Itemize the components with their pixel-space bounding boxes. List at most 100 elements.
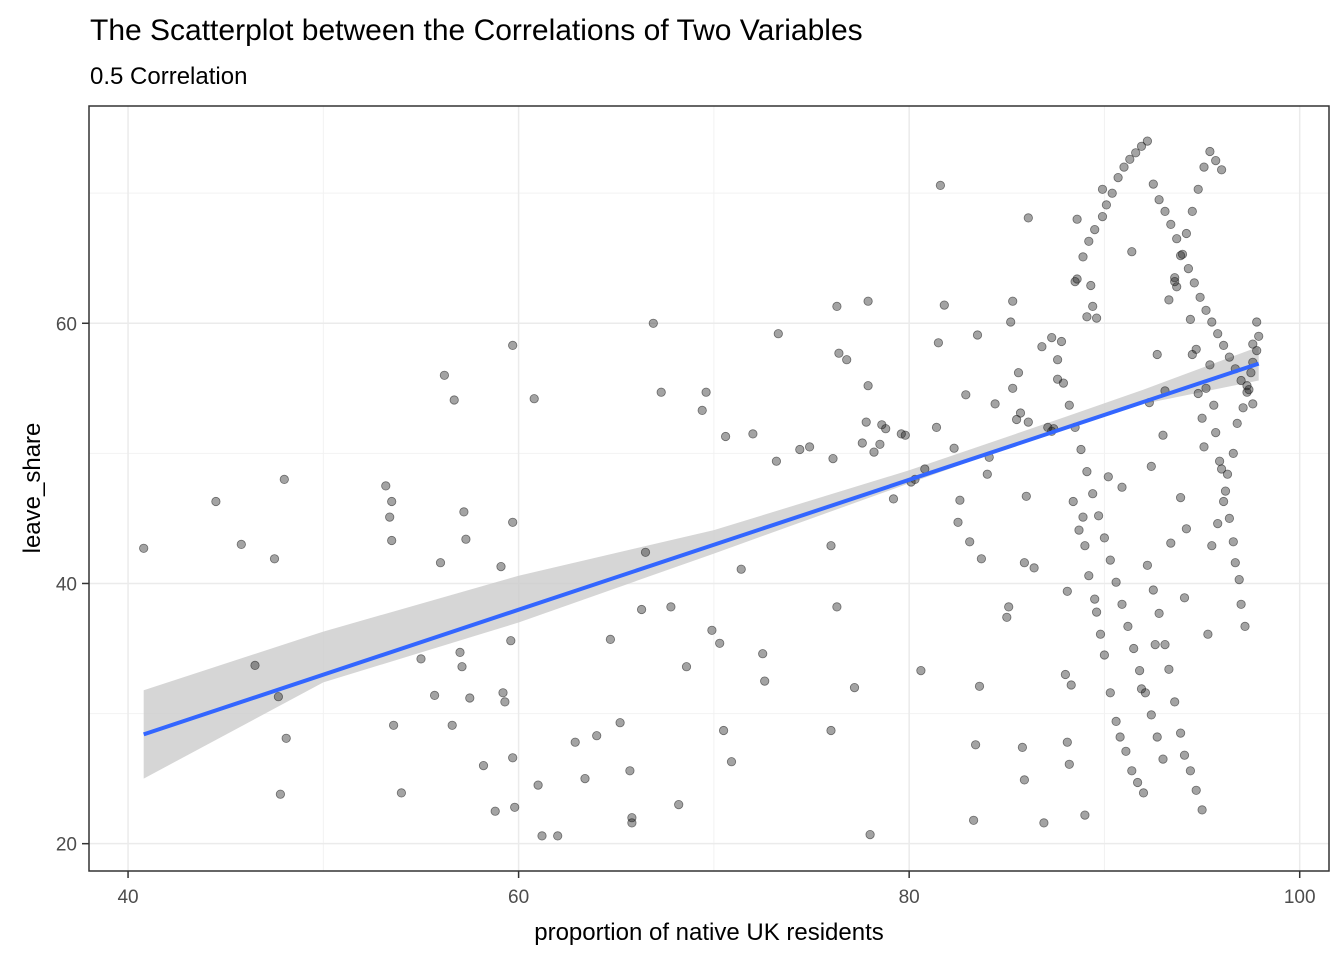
data-point bbox=[1158, 430, 1168, 440]
data-point bbox=[1115, 732, 1125, 742]
data-point bbox=[1117, 599, 1127, 609]
data-point bbox=[1172, 234, 1182, 244]
data-point bbox=[861, 417, 871, 427]
data-point bbox=[1166, 538, 1176, 548]
data-point bbox=[388, 720, 399, 730]
data-point bbox=[961, 390, 971, 400]
data-point bbox=[1072, 274, 1082, 284]
data-point bbox=[681, 662, 692, 672]
data-point bbox=[1191, 785, 1201, 795]
data-point bbox=[1092, 313, 1102, 323]
data-point bbox=[1197, 413, 1207, 423]
data-point bbox=[1062, 586, 1072, 596]
data-point bbox=[508, 753, 518, 763]
data-point bbox=[1232, 418, 1242, 428]
data-point bbox=[1215, 456, 1225, 466]
data-point bbox=[1160, 206, 1170, 216]
data-point bbox=[1185, 766, 1196, 776]
data-point bbox=[416, 654, 426, 664]
data-point bbox=[640, 547, 651, 557]
data-point bbox=[832, 602, 842, 612]
data-point bbox=[857, 438, 867, 448]
data-point bbox=[1228, 537, 1238, 547]
data-point bbox=[900, 430, 910, 440]
panel-border bbox=[88, 105, 1330, 872]
data-point bbox=[842, 355, 852, 365]
data-point bbox=[1164, 664, 1174, 674]
data-point bbox=[269, 554, 280, 564]
data-point bbox=[533, 780, 543, 790]
data-point bbox=[1072, 214, 1082, 224]
data-point bbox=[1008, 383, 1018, 393]
data-point bbox=[1172, 282, 1182, 292]
data-point bbox=[970, 740, 981, 750]
data-point bbox=[1185, 314, 1196, 324]
data-point bbox=[1064, 759, 1074, 769]
data-point bbox=[1142, 136, 1153, 146]
data-point bbox=[718, 725, 729, 736]
data-point bbox=[1242, 387, 1252, 397]
grid-lines bbox=[89, 106, 1329, 871]
data-point bbox=[953, 517, 963, 527]
data-point bbox=[1207, 317, 1217, 327]
data-point bbox=[625, 766, 635, 776]
data-point bbox=[1205, 360, 1215, 370]
data-point bbox=[771, 456, 782, 466]
data-point bbox=[1080, 810, 1090, 820]
data-point bbox=[1189, 278, 1199, 288]
data-point bbox=[1154, 195, 1164, 205]
data-point bbox=[1213, 518, 1223, 529]
data-point bbox=[1150, 639, 1160, 650]
data-point bbox=[461, 534, 471, 544]
data-point bbox=[972, 330, 983, 340]
data-point bbox=[1123, 621, 1133, 632]
data-point bbox=[490, 806, 500, 816]
data-point bbox=[529, 394, 539, 404]
data-point bbox=[1234, 574, 1244, 585]
data-point bbox=[281, 733, 291, 743]
data-point bbox=[1201, 305, 1211, 315]
data-point bbox=[1220, 486, 1231, 496]
data-point bbox=[1140, 688, 1151, 698]
data-point bbox=[1105, 555, 1115, 565]
regression-line bbox=[143, 361, 1260, 737]
data-point bbox=[916, 665, 926, 676]
data-point bbox=[627, 813, 637, 823]
data-point bbox=[715, 638, 725, 648]
data-point bbox=[1078, 252, 1088, 262]
data-point bbox=[720, 431, 731, 442]
data-point bbox=[1248, 399, 1258, 409]
data-point bbox=[1060, 669, 1071, 680]
data-point bbox=[832, 301, 842, 311]
data-point bbox=[1187, 206, 1197, 216]
data-point bbox=[666, 602, 676, 612]
data-point bbox=[1201, 383, 1211, 393]
data-point bbox=[1090, 594, 1100, 604]
data-point bbox=[1023, 213, 1033, 223]
data-point bbox=[1211, 156, 1221, 166]
data-point bbox=[1179, 750, 1190, 760]
data-point bbox=[580, 773, 590, 784]
data-point bbox=[1236, 599, 1246, 609]
data-point bbox=[1152, 349, 1162, 360]
data-point bbox=[760, 676, 770, 686]
data-point bbox=[1199, 162, 1209, 172]
data-point bbox=[1082, 466, 1092, 477]
data-point bbox=[1136, 141, 1147, 151]
data-point bbox=[949, 443, 959, 453]
data-point bbox=[1193, 388, 1203, 399]
y-tick-label: 40 bbox=[56, 574, 77, 595]
data-point bbox=[1086, 280, 1096, 291]
data-point bbox=[1230, 558, 1240, 568]
data-point bbox=[1183, 263, 1194, 274]
data-point bbox=[863, 296, 873, 306]
data-point bbox=[457, 662, 467, 672]
data-point bbox=[1064, 400, 1074, 410]
chart-subtitle: 0.5 Correlation bbox=[90, 63, 247, 90]
data-point bbox=[1219, 340, 1229, 350]
data-point bbox=[1146, 710, 1156, 720]
data-point bbox=[1082, 312, 1092, 322]
data-point bbox=[1056, 336, 1067, 347]
data-point bbox=[1211, 427, 1221, 438]
